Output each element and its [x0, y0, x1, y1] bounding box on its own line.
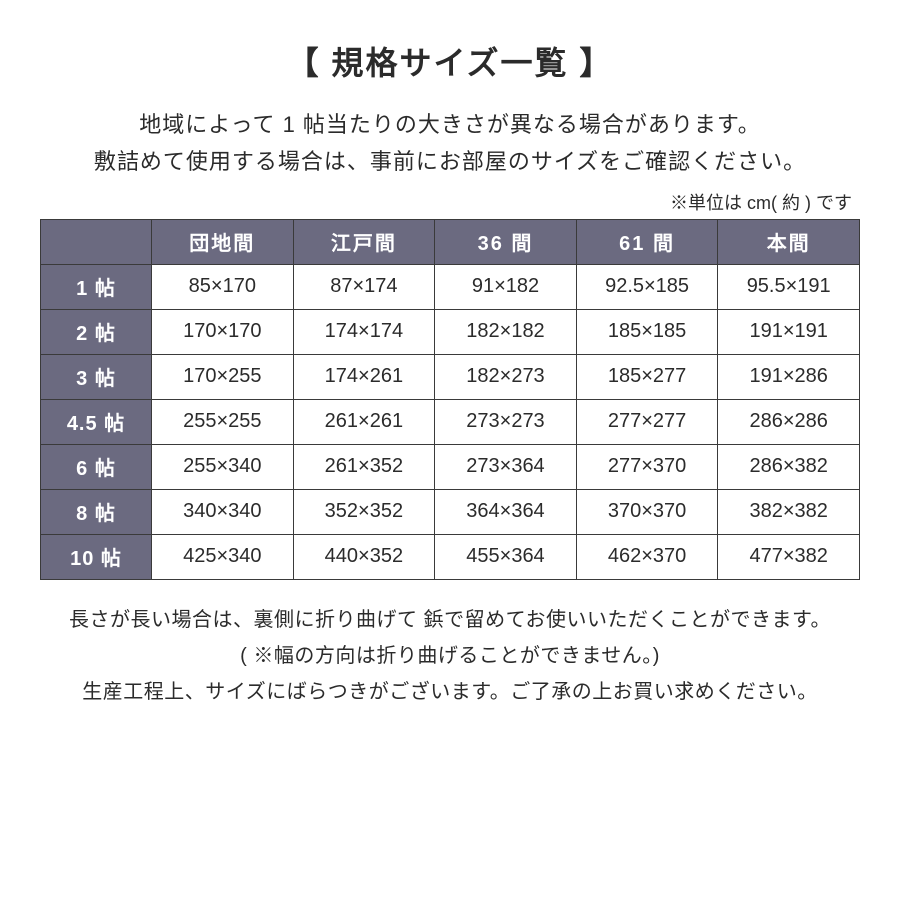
table-row: 3 帖 170×255 174×261 182×273 185×277 191×… — [41, 354, 860, 399]
table-cell: 185×277 — [576, 354, 718, 399]
table-row-head: 10 帖 — [41, 534, 152, 579]
table-cell: 382×382 — [718, 489, 860, 534]
table-cell: 462×370 — [576, 534, 718, 579]
table-cell: 91×182 — [435, 264, 577, 309]
footer-line-2: ( ※幅の方向は折り曲げることができません。) — [40, 638, 860, 674]
table-cell: 261×352 — [293, 444, 435, 489]
table-cell: 182×273 — [435, 354, 577, 399]
table-cell: 182×182 — [435, 309, 577, 354]
table-cell: 286×286 — [718, 399, 860, 444]
table-row-head: 1 帖 — [41, 264, 152, 309]
table-cell: 340×340 — [152, 489, 294, 534]
table-row: 4.5 帖 255×255 261×261 273×273 277×277 28… — [41, 399, 860, 444]
table-row-head: 2 帖 — [41, 309, 152, 354]
table-row-head: 6 帖 — [41, 444, 152, 489]
table-cell: 440×352 — [293, 534, 435, 579]
table-cell: 170×170 — [152, 309, 294, 354]
table-cell: 286×382 — [718, 444, 860, 489]
table-cell: 174×174 — [293, 309, 435, 354]
table-header-row: 団地間 江戸間 36 間 61 間 本間 — [41, 219, 860, 264]
table-cell: 87×174 — [293, 264, 435, 309]
table-cell: 191×286 — [718, 354, 860, 399]
intro-line-1: 地域によって 1 帖当たりの大きさが異なる場合があります。 — [40, 106, 860, 143]
page: 【 規格サイズ一覧 】 地域によって 1 帖当たりの大きさが異なる場合があります… — [0, 0, 900, 710]
unit-note: ※単位は cm( 約 ) です — [40, 189, 852, 215]
table-cell: 255×255 — [152, 399, 294, 444]
table-cell: 255×340 — [152, 444, 294, 489]
table-cell: 455×364 — [435, 534, 577, 579]
table-cell: 370×370 — [576, 489, 718, 534]
table-cell: 92.5×185 — [576, 264, 718, 309]
intro-line-2: 敷詰めて使用する場合は、事前にお部屋のサイズをご確認ください。 — [40, 143, 860, 180]
table-row: 10 帖 425×340 440×352 455×364 462×370 477… — [41, 534, 860, 579]
table-cell: 425×340 — [152, 534, 294, 579]
footer-notes: 長さが長い場合は、裏側に折り曲げて 鋲で留めてお使いいただくことができます。 (… — [40, 602, 860, 710]
table-row: 8 帖 340×340 352×352 364×364 370×370 382×… — [41, 489, 860, 534]
size-table: 団地間 江戸間 36 間 61 間 本間 1 帖 85×170 87×174 9… — [40, 219, 860, 580]
table-col-head: 本間 — [718, 219, 860, 264]
table-row-head: 4.5 帖 — [41, 399, 152, 444]
table-cell: 174×261 — [293, 354, 435, 399]
table-cell: 277×277 — [576, 399, 718, 444]
table-cell: 95.5×191 — [718, 264, 860, 309]
intro-text: 地域によって 1 帖当たりの大きさが異なる場合があります。 敷詰めて使用する場合… — [40, 106, 860, 181]
footer-line-3: 生産工程上、サイズにばらつきがございます。ご了承の上お買い求めください。 — [40, 674, 860, 710]
table-cell: 364×364 — [435, 489, 577, 534]
table-row-head: 8 帖 — [41, 489, 152, 534]
table-row: 6 帖 255×340 261×352 273×364 277×370 286×… — [41, 444, 860, 489]
table-col-head: 団地間 — [152, 219, 294, 264]
table-cell: 85×170 — [152, 264, 294, 309]
table-cell: 185×185 — [576, 309, 718, 354]
page-title: 【 規格サイズ一覧 】 — [40, 38, 860, 84]
table-row: 2 帖 170×170 174×174 182×182 185×185 191×… — [41, 309, 860, 354]
footer-line-1: 長さが長い場合は、裏側に折り曲げて 鋲で留めてお使いいただくことができます。 — [40, 602, 860, 638]
table-cell: 277×370 — [576, 444, 718, 489]
table-corner-cell — [41, 219, 152, 264]
table-row-head: 3 帖 — [41, 354, 152, 399]
table-cell: 273×364 — [435, 444, 577, 489]
table-col-head: 36 間 — [435, 219, 577, 264]
table-col-head: 江戸間 — [293, 219, 435, 264]
table-cell: 352×352 — [293, 489, 435, 534]
table-row: 1 帖 85×170 87×174 91×182 92.5×185 95.5×1… — [41, 264, 860, 309]
table-cell: 261×261 — [293, 399, 435, 444]
table-cell: 477×382 — [718, 534, 860, 579]
table-cell: 170×255 — [152, 354, 294, 399]
table-cell: 191×191 — [718, 309, 860, 354]
table-col-head: 61 間 — [576, 219, 718, 264]
table-cell: 273×273 — [435, 399, 577, 444]
